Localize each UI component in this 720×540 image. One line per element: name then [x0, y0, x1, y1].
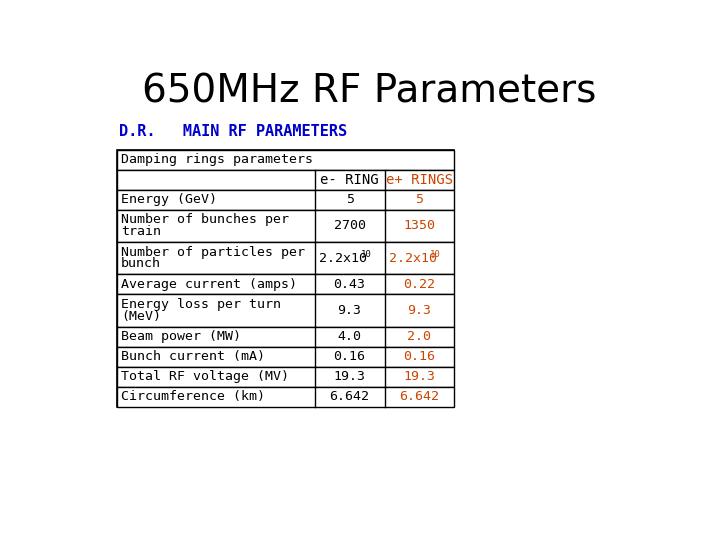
- Text: Energy loss per turn: Energy loss per turn: [121, 298, 281, 311]
- Text: 0.16: 0.16: [403, 350, 436, 363]
- Text: 19.3: 19.3: [403, 370, 436, 383]
- Text: Average current (amps): Average current (amps): [121, 278, 297, 291]
- Text: 6.642: 6.642: [330, 390, 369, 403]
- Text: Circumference (km): Circumference (km): [121, 390, 265, 403]
- Text: e+ RINGS: e+ RINGS: [386, 173, 453, 186]
- Text: 5: 5: [346, 193, 354, 206]
- Text: 2700: 2700: [333, 219, 366, 232]
- Bar: [117, 294, 454, 327]
- Bar: [117, 367, 454, 387]
- Text: 19.3: 19.3: [333, 370, 366, 383]
- Text: Number of particles per: Number of particles per: [121, 246, 305, 259]
- Text: 2.2x10: 2.2x10: [320, 252, 367, 265]
- Text: 9.3: 9.3: [408, 304, 431, 317]
- Bar: [117, 347, 454, 367]
- Text: 0.22: 0.22: [403, 278, 436, 291]
- Bar: [117, 210, 454, 242]
- Text: e- RING: e- RING: [320, 173, 379, 186]
- Text: bunch: bunch: [121, 258, 161, 271]
- Text: Bunch current (mA): Bunch current (mA): [121, 350, 265, 363]
- Bar: [117, 387, 454, 407]
- Text: train: train: [121, 225, 161, 238]
- Text: D.R.   MAIN RF PARAMETERS: D.R. MAIN RF PARAMETERS: [120, 124, 348, 139]
- Bar: [117, 150, 454, 407]
- Text: 5: 5: [415, 193, 423, 206]
- Text: Beam power (MW): Beam power (MW): [121, 330, 241, 343]
- Text: 4.0: 4.0: [338, 330, 361, 343]
- Text: Damping rings parameters: Damping rings parameters: [121, 153, 313, 166]
- Text: Total RF voltage (MV): Total RF voltage (MV): [121, 370, 289, 383]
- Bar: [117, 170, 454, 190]
- Text: 0.43: 0.43: [333, 278, 366, 291]
- Bar: [117, 150, 454, 170]
- Text: Energy (GeV): Energy (GeV): [121, 193, 217, 206]
- Bar: [117, 190, 454, 210]
- Text: 2.0: 2.0: [408, 330, 431, 343]
- Bar: [117, 274, 454, 294]
- Text: 9.3: 9.3: [338, 304, 361, 317]
- Text: 0.16: 0.16: [333, 350, 366, 363]
- Text: 10: 10: [431, 249, 441, 259]
- Text: 2.2x10: 2.2x10: [390, 252, 437, 265]
- Text: Number of bunches per: Number of bunches per: [121, 213, 289, 226]
- Bar: [117, 327, 454, 347]
- Text: 6.642: 6.642: [400, 390, 439, 403]
- Text: (MeV): (MeV): [121, 310, 161, 323]
- Text: 1350: 1350: [403, 219, 436, 232]
- Bar: [117, 242, 454, 274]
- Text: 650MHz RF Parameters: 650MHz RF Parameters: [142, 73, 596, 111]
- Text: 10: 10: [361, 249, 372, 259]
